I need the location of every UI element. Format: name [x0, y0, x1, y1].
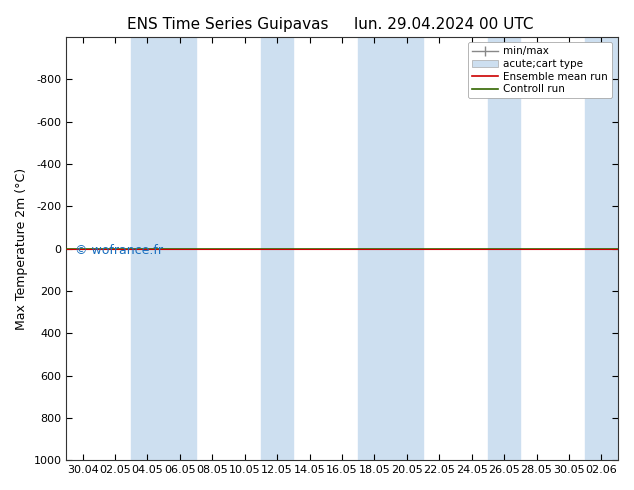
Bar [488, 37, 521, 460]
Bar [131, 37, 164, 460]
Bar [391, 37, 423, 460]
Text: ENS Time Series Guipavas: ENS Time Series Guipavas [127, 17, 329, 32]
Y-axis label: Max Temperature 2m (°C): Max Temperature 2m (°C) [15, 168, 28, 330]
Legend: min/max, acute;cart type, Ensemble mean run, Controll run: min/max, acute;cart type, Ensemble mean … [468, 42, 612, 98]
Text: © wofrance.fr: © wofrance.fr [75, 244, 163, 257]
Bar [261, 37, 294, 460]
Bar [585, 37, 618, 460]
Bar [358, 37, 391, 460]
Bar [164, 37, 196, 460]
Text: lun. 29.04.2024 00 UTC: lun. 29.04.2024 00 UTC [354, 17, 534, 32]
